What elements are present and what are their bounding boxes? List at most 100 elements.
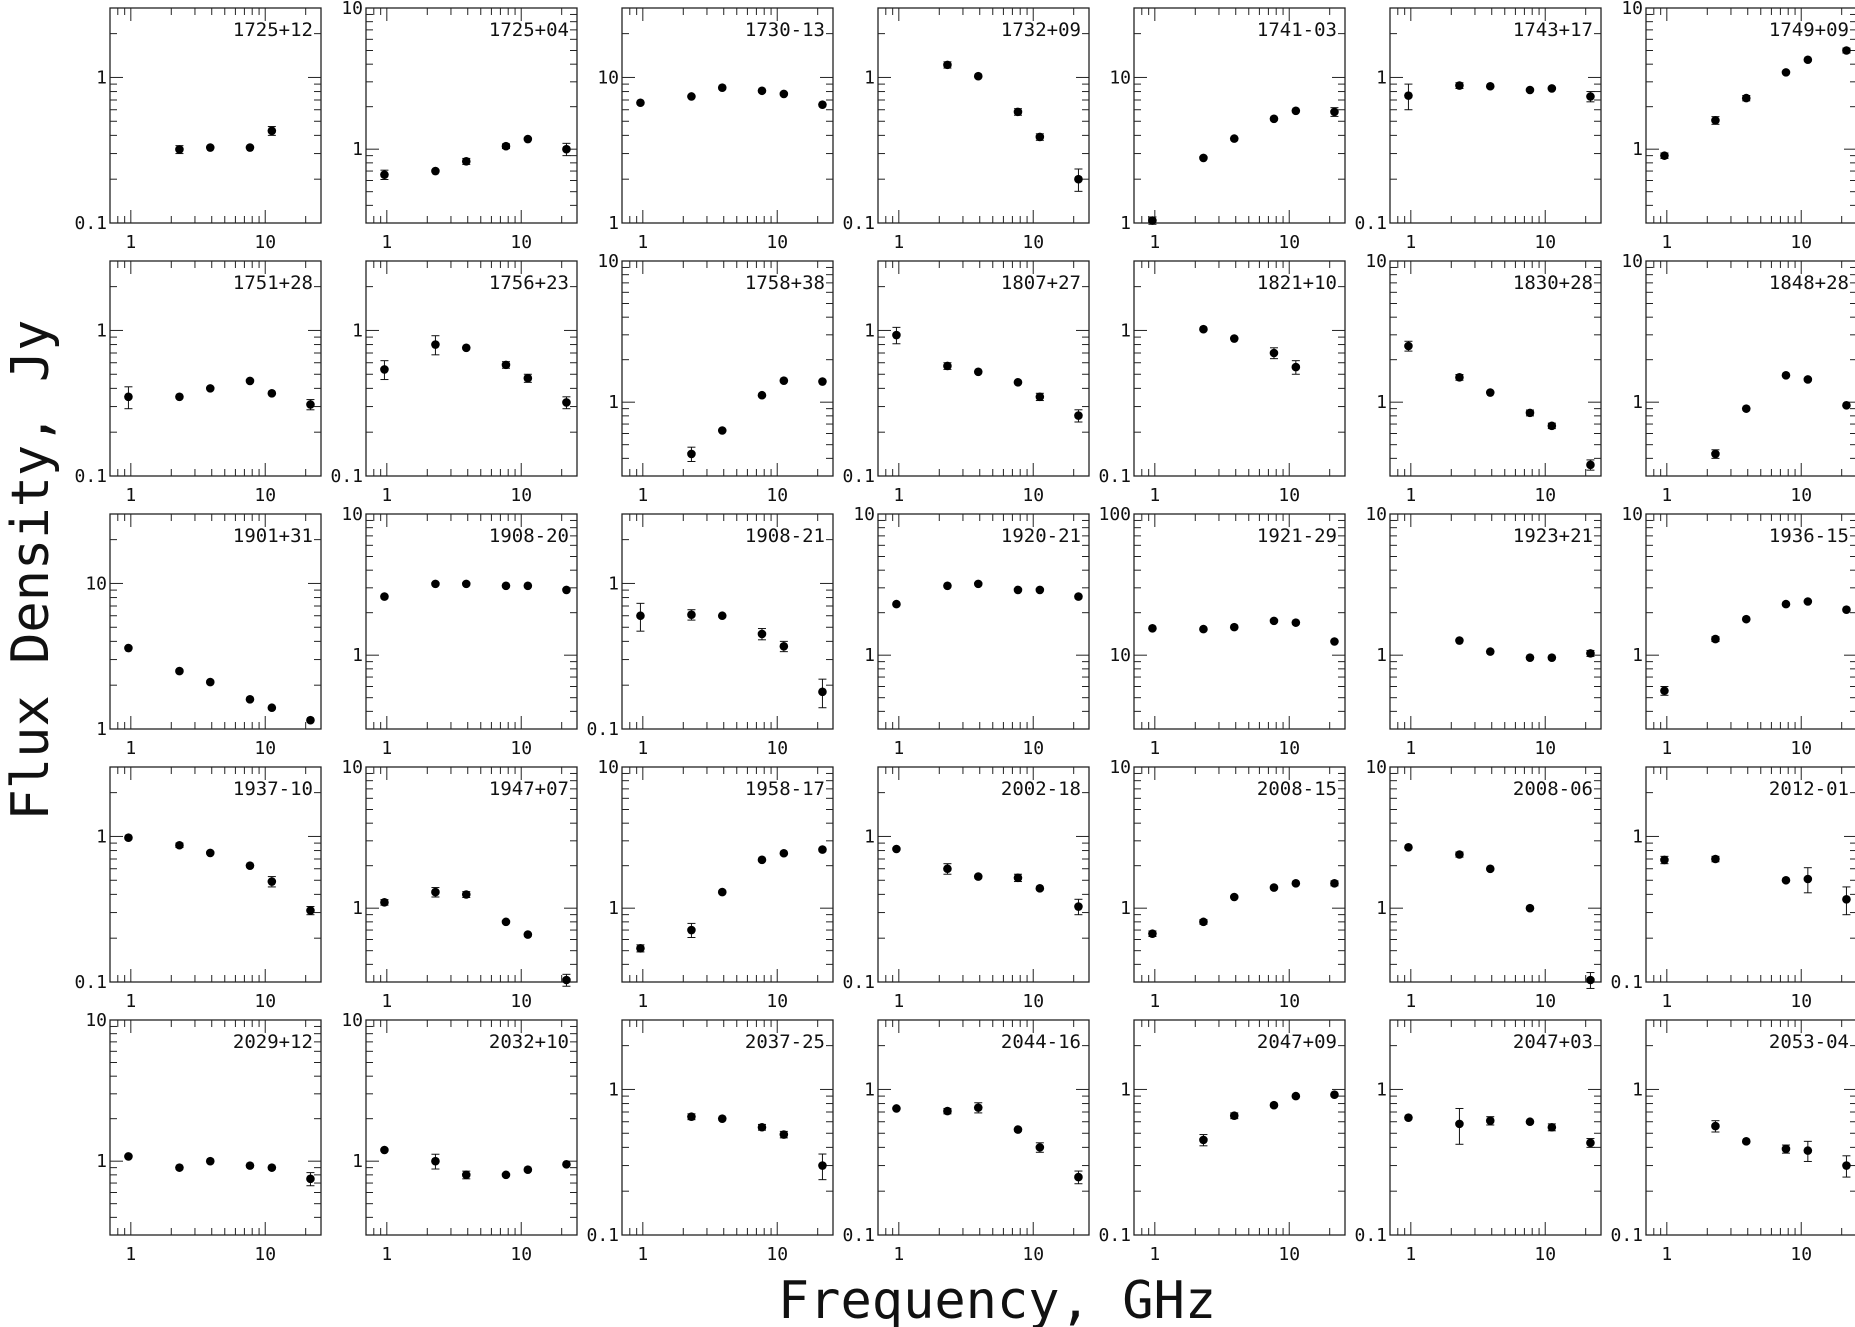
data-point [1404, 341, 1413, 351]
data-point [1660, 855, 1669, 865]
data-point [1074, 174, 1083, 184]
data-point [943, 864, 952, 874]
data-point [1485, 647, 1495, 656]
y-tick-label: 0.1 [842, 1225, 875, 1246]
x-tick-label: 1 [1661, 1244, 1672, 1265]
y-tick-label: 1 [608, 213, 619, 234]
data-point [973, 367, 983, 377]
panel-title: 2008-15 [1257, 778, 1337, 800]
panel-1821+10: 1 10 0.1 1 1821+10 [1098, 260, 1346, 506]
panel-frame [1389, 1019, 1602, 1236]
x-tick-label: 10 [1790, 738, 1812, 759]
data-point [943, 581, 952, 591]
data-point [1547, 421, 1557, 431]
x-tick-label: 10 [1534, 738, 1556, 759]
data-point [1035, 132, 1045, 142]
x-tick-label: 1 [893, 485, 904, 506]
panel-frame [1133, 7, 1346, 224]
y-tick-label: 10 [341, 1010, 363, 1031]
data-point [124, 643, 133, 653]
panel-frame [621, 1019, 834, 1236]
data-point [245, 376, 255, 386]
panel-1741-03: 1 10 1 10 1741-03 [1109, 7, 1346, 253]
x-tick-label: 10 [766, 991, 788, 1012]
data-point [1842, 46, 1851, 55]
data-point [306, 906, 315, 915]
x-tick-label: 10 [766, 232, 788, 253]
panel-title: 1807+27 [1001, 272, 1081, 294]
data-point [1842, 401, 1851, 410]
x-tick-label: 10 [1534, 1244, 1556, 1265]
y-tick-label: 1 [352, 898, 363, 919]
y-tick-label: 1 [96, 719, 107, 740]
panel-title: 2012-01 [1769, 778, 1849, 800]
data-point [205, 848, 215, 858]
data-point [1525, 653, 1535, 662]
y-tick-label: 1 [352, 139, 363, 160]
x-tick-label: 10 [1534, 232, 1556, 253]
data-point [1404, 842, 1413, 852]
panel-frame [621, 513, 834, 730]
data-point [1404, 91, 1413, 100]
data-point [267, 703, 277, 713]
panel-1920-21: 1 10 1 10 1920-21 [853, 504, 1090, 759]
y-tick-label: 0.1 [1098, 466, 1131, 487]
x-tick-label: 10 [510, 1244, 532, 1265]
y-tick-label: 1 [864, 645, 875, 666]
data-point [1660, 686, 1669, 696]
panel-title: 1908-21 [745, 525, 825, 547]
panel-1936-15: 1 10 1 10 1936-15 [1621, 504, 1855, 759]
panel-frame [1133, 1019, 1346, 1236]
y-tick-label: 10 [1621, 251, 1643, 272]
x-tick-label: 1 [1149, 738, 1160, 759]
x-tick-label: 10 [1790, 485, 1812, 506]
data-point [175, 840, 184, 850]
x-tick-label: 1 [1149, 1244, 1160, 1265]
y-tick-label: 0.1 [74, 466, 107, 487]
y-tick-label: 1 [608, 1079, 619, 1100]
x-tick-label: 10 [1278, 485, 1300, 506]
y-tick-label: 10 [1621, 0, 1643, 19]
y-tick-label: 1 [96, 320, 107, 341]
data-point [306, 1174, 315, 1184]
y-tick-label: 10 [341, 757, 363, 778]
y-tick-label: 10 [1365, 504, 1387, 525]
panel-2029+12: 1 10 1 10 2029+12 [85, 1010, 322, 1265]
data-point [1711, 449, 1720, 459]
data-point [1229, 1111, 1239, 1121]
panel-frame [109, 766, 322, 983]
x-tick-label: 10 [1534, 991, 1556, 1012]
data-point [1781, 1144, 1791, 1154]
data-point [1013, 378, 1023, 387]
x-tick-label: 1 [1661, 738, 1672, 759]
panel-1756+23: 1 10 0.1 1 1756+23 [330, 260, 578, 506]
data-point [1586, 649, 1595, 658]
y-tick-label: 10 [597, 67, 619, 88]
data-point [1547, 84, 1557, 93]
panel-title: 1920-21 [1001, 525, 1081, 547]
data-point [1741, 93, 1751, 103]
data-point [205, 1156, 215, 1166]
data-point [1711, 1121, 1720, 1131]
x-tick-label: 10 [254, 1244, 276, 1265]
x-tick-label: 1 [637, 232, 648, 253]
data-point [1781, 875, 1791, 885]
data-point [818, 100, 827, 109]
x-tick-label: 10 [1790, 232, 1812, 253]
data-point [1455, 636, 1464, 645]
data-point [1199, 624, 1208, 634]
data-point [431, 340, 440, 349]
panel-1743+17: 1 10 0.1 1 1743+17 [1354, 7, 1602, 253]
y-tick-label: 1 [1120, 1079, 1131, 1100]
x-tick-label: 10 [254, 485, 276, 506]
data-point [175, 1163, 184, 1172]
x-axis-title: Frequency, GHz [778, 1271, 1216, 1327]
panel-title: 2047+03 [1513, 1031, 1593, 1053]
x-tick-label: 1 [381, 991, 392, 1012]
panel-1947+07: 1 10 1 10 1947+07 [341, 757, 578, 1012]
panel-title: 1743+17 [1513, 19, 1593, 41]
data-point [1229, 334, 1239, 343]
data-point [562, 975, 571, 985]
y-tick-label: 10 [1109, 757, 1131, 778]
data-point [687, 449, 696, 459]
